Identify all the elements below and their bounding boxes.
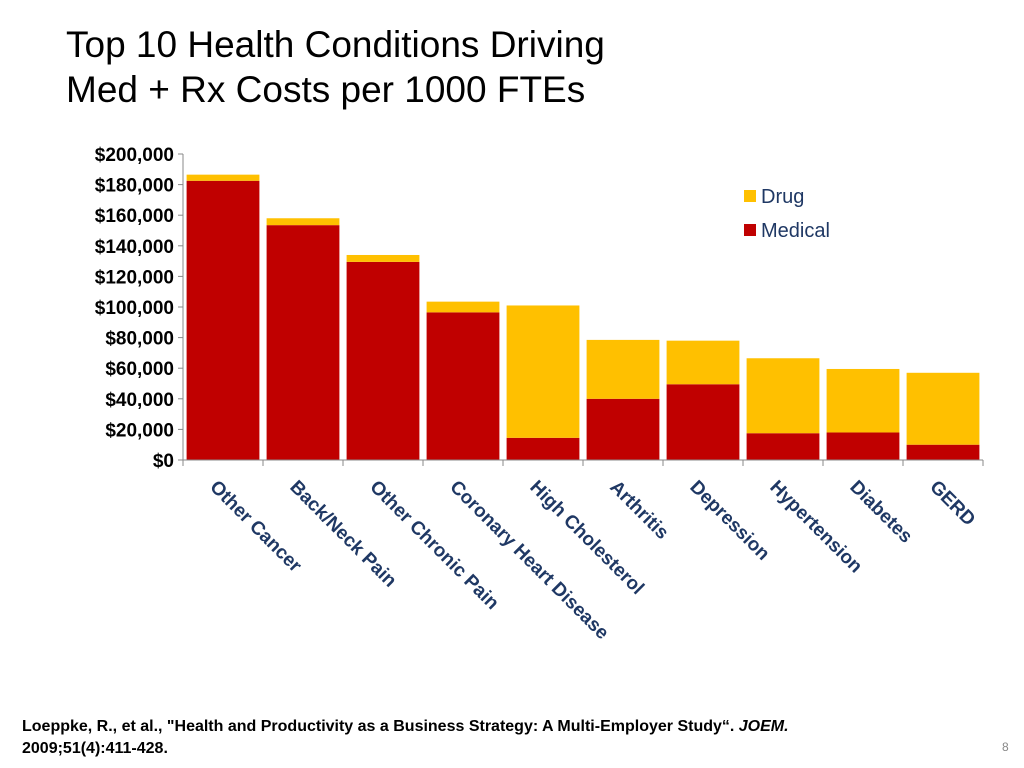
legend-swatch-drug [744, 190, 756, 202]
citation-detail: 2009;51(4):411-428. [22, 740, 168, 757]
bar-drug-6 [666, 340, 740, 385]
bar-drug-2 [346, 254, 420, 262]
x-tick-label: Diabetes [845, 477, 916, 548]
y-tick-label: $140,000 [95, 237, 174, 258]
citation: Loeppke, R., et al., "Health and Product… [22, 716, 992, 760]
y-tick-label: $80,000 [105, 329, 174, 350]
bar-drug-7 [746, 358, 820, 434]
legend-label-drug: Drug [761, 186, 804, 208]
x-tick-label: Depression [685, 477, 773, 565]
bar-drug-1 [266, 218, 340, 226]
y-tick-label: $120,000 [95, 267, 174, 288]
slide-title: Top 10 Health Conditions Driving Med + R… [66, 22, 605, 112]
y-tick-label: $40,000 [105, 390, 174, 411]
title-line-1: Top 10 Health Conditions Driving [66, 24, 605, 65]
legend-swatch-medical [744, 224, 756, 236]
bar-medical-7 [746, 433, 820, 460]
y-tick-label: $60,000 [105, 359, 174, 380]
bar-drug-4 [506, 305, 580, 438]
bar-drug-3 [426, 301, 500, 313]
bar-drug-8 [826, 368, 900, 433]
bar-drug-9 [906, 372, 980, 445]
y-tick-label: $200,000 [95, 145, 174, 166]
bar-medical-6 [666, 384, 740, 460]
y-tick-label: $100,000 [95, 298, 174, 319]
bar-medical-3 [426, 312, 500, 460]
legend-label-medical: Medical [761, 220, 830, 242]
y-tick-label: $180,000 [95, 176, 174, 197]
stacked-bar-chart: $0 $20,000 $40,000 $60,000 $80,000 $100,000 $1… [95, 145, 984, 644]
bar-drug-0 [186, 174, 260, 181]
bar-drug-5 [586, 339, 660, 399]
y-tick-label: $0 [153, 451, 174, 472]
bar-medical-1 [266, 225, 340, 460]
bar-medical-2 [346, 261, 420, 460]
y-tick-label: $160,000 [95, 206, 174, 227]
citation-journal: JOEM. [738, 718, 789, 735]
y-tick-label: $20,000 [105, 420, 174, 441]
page-number: 8 [1002, 740, 1009, 754]
bar-medical-9 [906, 444, 980, 460]
citation-main: Loeppke, R., et al., "Health and Product… [22, 718, 739, 735]
x-tick-label: Coronary Heart Disease [445, 477, 612, 644]
bar-medical-0 [186, 180, 260, 460]
title-line-2: Med + Rx Costs per 1000 FTEs [66, 69, 586, 110]
bar-medical-8 [826, 432, 900, 460]
bar-medical-5 [586, 398, 660, 460]
x-tick-label: Arthritis [605, 477, 672, 544]
x-tick-label: GERD [925, 477, 979, 531]
bar-medical-4 [506, 437, 580, 460]
